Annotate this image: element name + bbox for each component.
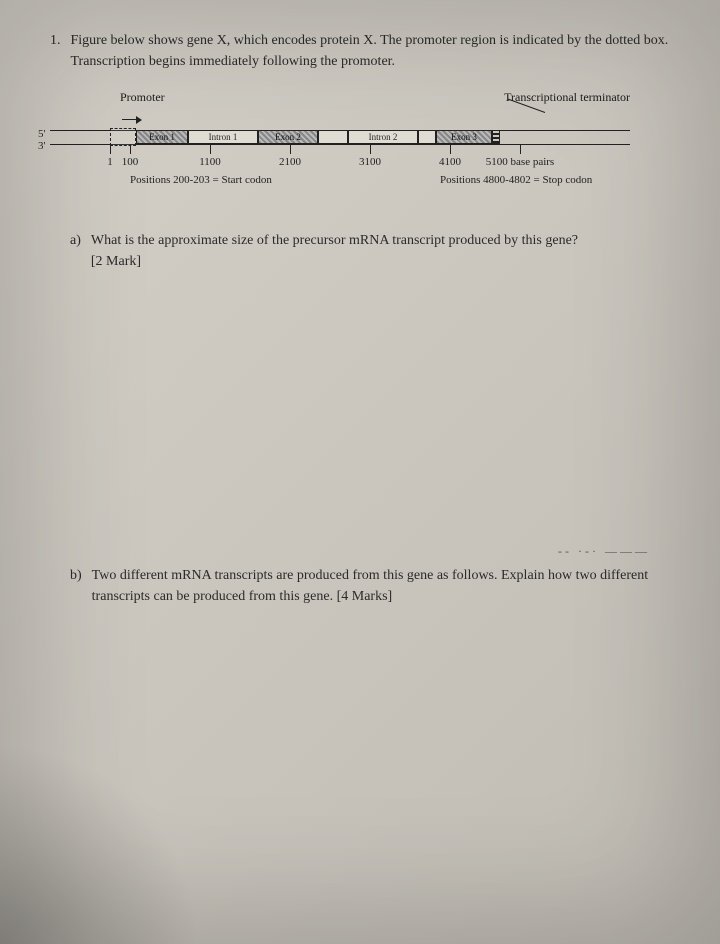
promoter-box: [110, 128, 136, 146]
subq-a-text: What is the approximate size of the prec…: [91, 230, 680, 272]
question-number: 1.: [50, 30, 61, 72]
tick-label-3: 2100: [279, 156, 301, 168]
transcription-arrow: [122, 116, 142, 124]
segment-exon-1: Exon 1: [136, 130, 188, 144]
tick-1: [130, 144, 131, 154]
answer-space-a: [50, 272, 680, 562]
sub-question-a: a) What is the approximate size of the p…: [70, 230, 680, 272]
gene-diagram: PromoterTranscriptional terminator5'3'Ex…: [50, 90, 680, 210]
page-dash-mark: -- ·-· ———: [50, 544, 680, 559]
tick-0: [110, 144, 111, 154]
tick-label-1: 100: [122, 156, 139, 168]
three-prime-label: 3': [38, 140, 45, 152]
stop-codon-note: Positions 4800-4802 = Stop codon: [440, 174, 592, 186]
five-prime-label: 5': [38, 128, 45, 140]
subq-b-label: b): [70, 565, 82, 607]
segment-gap-3: [318, 130, 348, 144]
segment-exon-2: Exon 2: [258, 130, 318, 144]
tick-label-0: 1: [107, 156, 113, 168]
terminator-label: Transcriptional terminator: [504, 90, 630, 105]
segment-intron-1: Intron 1: [188, 130, 258, 144]
tick-6: [520, 144, 521, 154]
subq-a-label: a): [70, 230, 81, 272]
question-text: Figure below shows gene X, which encodes…: [71, 30, 681, 72]
tick-3: [290, 144, 291, 154]
tick-label-4: 3100: [359, 156, 381, 168]
tick-label-6: 5100 base pairs: [486, 156, 554, 168]
promoter-label: Promoter: [120, 90, 165, 105]
tick-5: [450, 144, 451, 154]
start-codon-note: Positions 200-203 = Start codon: [130, 174, 272, 186]
question-intro: 1. Figure below shows gene X, which enco…: [50, 30, 680, 72]
tick-label-2: 1100: [199, 156, 221, 168]
tick-2: [210, 144, 211, 154]
tick-label-5: 4100: [439, 156, 461, 168]
segment-exon-3: Exon 3: [436, 130, 492, 144]
corner-shadow: [0, 744, 200, 944]
tick-4: [370, 144, 371, 154]
segment-intron-2: Intron 2: [348, 130, 418, 144]
bottom-strand: [50, 144, 630, 145]
subq-b-text: Two different mRNA transcripts are produ…: [92, 565, 680, 607]
sub-question-b: b) Two different mRNA transcripts are pr…: [70, 565, 680, 607]
segment-gap-5: [418, 130, 436, 144]
terminator-box: [492, 130, 500, 144]
